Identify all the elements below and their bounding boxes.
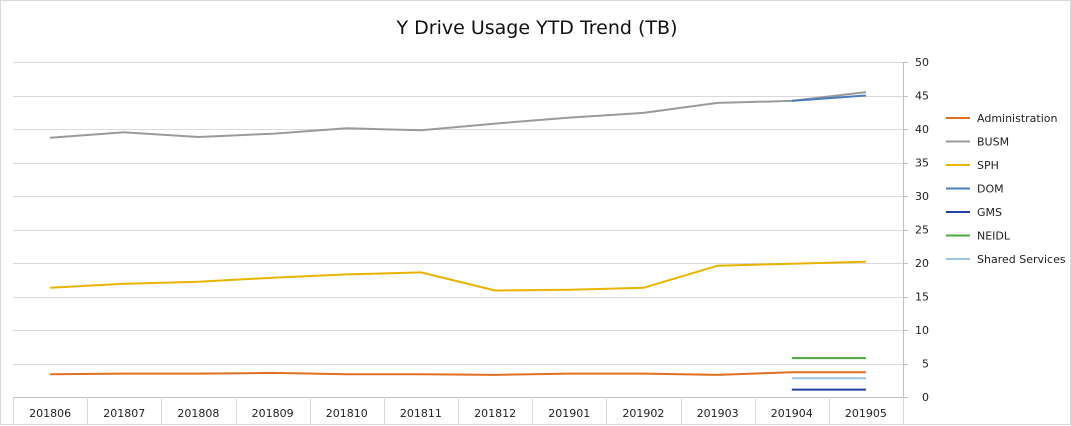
x-tick-label: 201808	[177, 407, 219, 420]
y-tick-label: 50	[915, 56, 929, 69]
legend-label: SPH	[977, 159, 999, 172]
y-tick-label: 45	[915, 90, 929, 103]
series-line	[50, 262, 866, 291]
y-tick-label: 15	[915, 291, 929, 304]
axis-layer: 0 5 10 15 20 25 30 35 40 45 50 201806 201807 201808 20…	[14, 56, 930, 425]
legend-item: DOM	[946, 183, 1004, 196]
legend-label: Shared Services	[977, 253, 1066, 266]
x-tick-label: 201812	[474, 407, 516, 420]
y-tick-label: 25	[915, 224, 929, 237]
legend-label: NEIDL	[977, 230, 1011, 243]
y-tick-label: 30	[915, 190, 929, 203]
x-tick-label: 201807	[103, 407, 145, 420]
series-line	[50, 92, 866, 138]
grid-layer	[13, 63, 903, 398]
legend: Administration BUSM SPH DOM GMS NEIDL Shared S…	[946, 112, 1066, 266]
series-sph	[50, 262, 866, 291]
legend-item: BUSM	[946, 136, 1009, 149]
x-tick-label: 201901	[548, 407, 590, 420]
y-tick-label: 0	[922, 391, 929, 404]
x-tick-label: 201811	[400, 407, 442, 420]
series-busm	[50, 92, 866, 138]
legend-label: GMS	[977, 206, 1002, 219]
legend-item: NEIDL	[946, 230, 1011, 243]
series-layer	[50, 92, 866, 390]
legend-label: BUSM	[977, 136, 1009, 149]
legend-item: Shared Services	[946, 253, 1066, 266]
series-administration	[50, 372, 866, 375]
y-tick-label: 5	[922, 358, 929, 371]
y-tick-label: 20	[915, 257, 929, 270]
y-tick-label: 10	[915, 324, 929, 337]
y-tick-label: 40	[915, 123, 929, 136]
legend-label: Administration	[977, 112, 1058, 125]
legend-label: DOM	[977, 183, 1004, 196]
series-line	[50, 372, 866, 375]
legend-item: GMS	[946, 206, 1002, 219]
x-tick-label: 201806	[29, 407, 71, 420]
x-tick-label: 201904	[771, 407, 813, 420]
legend-item: Administration	[946, 112, 1058, 125]
x-tick-label: 201903	[697, 407, 739, 420]
x-tick-label: 201810	[326, 407, 368, 420]
x-tick-label: 201809	[252, 407, 294, 420]
legend-item: SPH	[946, 159, 999, 172]
chart-title: Y Drive Usage YTD Trend (TB)	[396, 17, 678, 39]
x-tick-label: 201902	[622, 407, 664, 420]
x-tick-label: 201905	[845, 407, 887, 420]
y-tick-label: 35	[915, 157, 929, 170]
